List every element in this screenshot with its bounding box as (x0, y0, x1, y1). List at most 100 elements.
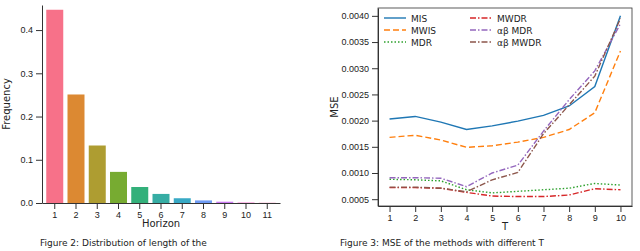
tick: 8 (567, 206, 572, 223)
tick-mark (36, 73, 42, 74)
y-axis-title: Frequency (1, 78, 12, 130)
x-axis-title: Horizon (142, 218, 180, 229)
tick-label: 0.0015 (341, 142, 369, 152)
tick-mark (372, 199, 378, 200)
bar (174, 198, 191, 203)
bar (89, 146, 106, 203)
tick-mark (76, 203, 77, 209)
tick-mark (595, 206, 596, 212)
tick-mark (569, 206, 570, 212)
tick-label: 10 (241, 210, 251, 220)
y-axis: 0.0 0.1 0.2 0.3 0.4 (20, 6, 42, 209)
tick-mark (372, 42, 378, 43)
tick: 2 (73, 203, 78, 220)
legend-label: MDR (411, 38, 432, 48)
line-chart: 0.0005 0.0010 0.0015 0.0020 0.0025 0.0030 0.00… (329, 8, 633, 248)
bar (153, 194, 170, 203)
tick: 0.0025 (341, 90, 378, 100)
tick-label: 4 (465, 213, 470, 223)
figure: 0.00.10.20.30.41234567891011HorizonFrequ… (0, 0, 640, 251)
axis-line (378, 9, 379, 207)
tick-mark (372, 147, 378, 148)
tick-label: 8 (201, 210, 206, 220)
legend-swatch (470, 41, 492, 42)
tick-label: 5 (490, 213, 495, 223)
tick-label: 4 (116, 210, 121, 220)
legend-label: MWDR (497, 14, 527, 24)
tick: 4 (116, 203, 121, 220)
tick: 0.0020 (341, 116, 378, 126)
tick: 9 (593, 206, 598, 223)
x-axis-title: T (501, 221, 509, 232)
legend-label: αβ MWDR (497, 38, 541, 48)
tick-mark (36, 30, 42, 31)
tick: 0.0030 (341, 64, 378, 74)
series-line (390, 16, 621, 130)
tick: 4 (465, 206, 470, 223)
bar (259, 202, 276, 203)
tick: 3 (95, 203, 100, 220)
y-axis: 0.0005 0.0010 0.0015 0.0020 0.0025 0.0030 0.00… (341, 9, 378, 207)
tick: 10 (241, 203, 251, 220)
bar (238, 202, 255, 203)
bar-chart: 0.00.10.20.30.41234567891011HorizonFrequ… (1, 6, 281, 249)
tick: 10 (616, 206, 626, 223)
tick-label: 0.0 (20, 198, 33, 208)
tick: 9 (222, 203, 227, 220)
tick: 0.0 (20, 198, 42, 208)
tick-label: 0.4 (20, 25, 33, 35)
tick-label: 0.0005 (341, 195, 369, 205)
tick-mark (372, 94, 378, 95)
tick-label: 7 (180, 210, 185, 220)
tick-label: 0.0035 (341, 37, 369, 47)
tick-mark (372, 68, 378, 69)
tick-mark (372, 173, 378, 174)
tick: 5 (490, 206, 495, 223)
tick-mark (620, 206, 621, 212)
tick-label: 2 (73, 210, 78, 220)
series-line (390, 188, 621, 197)
tick-label: 9 (222, 210, 227, 220)
lines (390, 16, 621, 197)
tick: 0.2 (20, 112, 42, 122)
tick-mark (441, 206, 442, 212)
tick: 1 (388, 206, 393, 223)
tick: 8 (201, 203, 206, 220)
tick-label: 0.3 (20, 69, 33, 79)
series-line (390, 51, 621, 147)
legend-item: αβ MWDR (470, 38, 541, 48)
tick-label: 3 (439, 213, 444, 223)
bar (131, 187, 148, 203)
legend-item: MDR (384, 38, 432, 48)
tick: 0.0040 (341, 11, 378, 21)
tick-label: 1 (388, 213, 393, 223)
tick-label: 0.0030 (341, 64, 369, 74)
tick-label: 1 (52, 210, 57, 220)
tick-label: 9 (593, 213, 598, 223)
legend-item: MIS (384, 14, 427, 24)
tick-mark (139, 203, 140, 209)
tick-mark (224, 203, 225, 209)
caption: Figure 2: Distribution of length of the (40, 238, 207, 248)
tick-label: 0.0010 (341, 168, 369, 178)
bar (46, 10, 63, 203)
tick-mark (372, 16, 378, 17)
tick: 11 (263, 203, 272, 220)
legend-item: αβ MDR (470, 26, 533, 36)
bar (216, 202, 233, 203)
tick-mark (246, 203, 247, 209)
tick: 0.4 (20, 25, 42, 35)
legend-swatch (384, 41, 406, 42)
bar (110, 172, 127, 203)
tick-mark (182, 203, 183, 209)
tick-mark (390, 206, 391, 212)
tick-label: 2 (413, 213, 418, 223)
tick-label: 3 (95, 210, 100, 220)
tick-mark (467, 206, 468, 212)
tick: 0.3 (20, 69, 42, 79)
tick-mark (203, 203, 204, 209)
tick-label: 0.1 (20, 155, 33, 165)
series-line (390, 18, 621, 191)
tick: 0.0015 (341, 142, 378, 152)
tick-mark (36, 117, 42, 118)
